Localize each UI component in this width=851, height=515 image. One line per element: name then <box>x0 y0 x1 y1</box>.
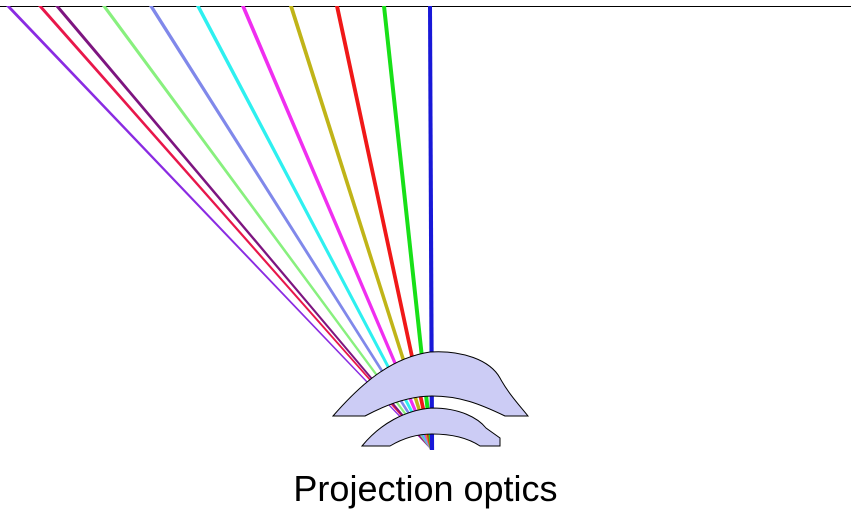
lens-group <box>331 351 530 447</box>
ray-cyan <box>196 6 434 450</box>
ray-crimson <box>38 6 433 450</box>
ray-red <box>335 6 434 450</box>
ray-periwinkle <box>149 6 434 450</box>
caption: Projection optics <box>293 468 558 509</box>
ray-bundle <box>6 6 435 450</box>
ray-violet <box>6 6 433 450</box>
lens-element-1 <box>331 351 530 417</box>
lens-element-2 <box>360 407 501 447</box>
ray-magenta <box>241 6 434 450</box>
ray-green <box>382 6 434 450</box>
ray-lightgreen <box>102 6 434 450</box>
ray-olive <box>289 6 434 450</box>
ray-blue <box>428 6 435 450</box>
ray-purple <box>55 6 434 450</box>
